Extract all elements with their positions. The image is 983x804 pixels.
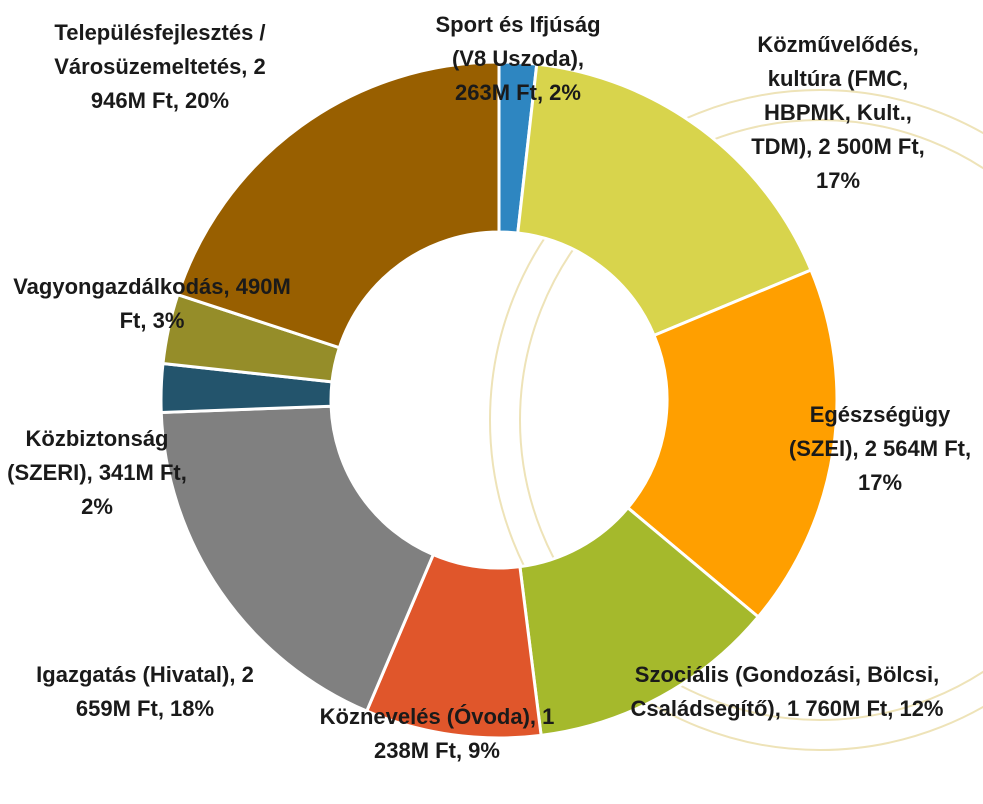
donut-slice bbox=[159, 404, 436, 714]
data-label: Szociális (Gondozási, Bölcsi, Családsegí… bbox=[630, 662, 944, 721]
donut-slice bbox=[518, 505, 761, 738]
data-label: Igazgatás (Hivatal), 2 659M Ft, 18% bbox=[36, 662, 254, 721]
donut-slice bbox=[516, 62, 813, 338]
data-label: Településfejlesztés / Városüzemeltetés, … bbox=[54, 20, 266, 113]
data-label: Közbiztonság (SZERI), 341M Ft, 2% bbox=[7, 426, 187, 519]
donut-slice bbox=[175, 60, 501, 350]
data-label: Közművelődés, kultúra (FMC, HBPMK, Kult.… bbox=[751, 32, 925, 193]
data-label: Egészségügy (SZEI), 2 564M Ft, 17% bbox=[788, 402, 972, 495]
background-emblem bbox=[489, 89, 983, 751]
data-label: Köznevelés (Óvoda), 1 238M Ft, 9% bbox=[319, 704, 555, 763]
data-label: Sport és Ifjúság (V8 Uszoda), 263M Ft, 2… bbox=[435, 12, 601, 105]
data-label: Vagyongazdálkodás, 490M Ft, 3% bbox=[13, 274, 291, 333]
donut-slice bbox=[625, 268, 839, 620]
